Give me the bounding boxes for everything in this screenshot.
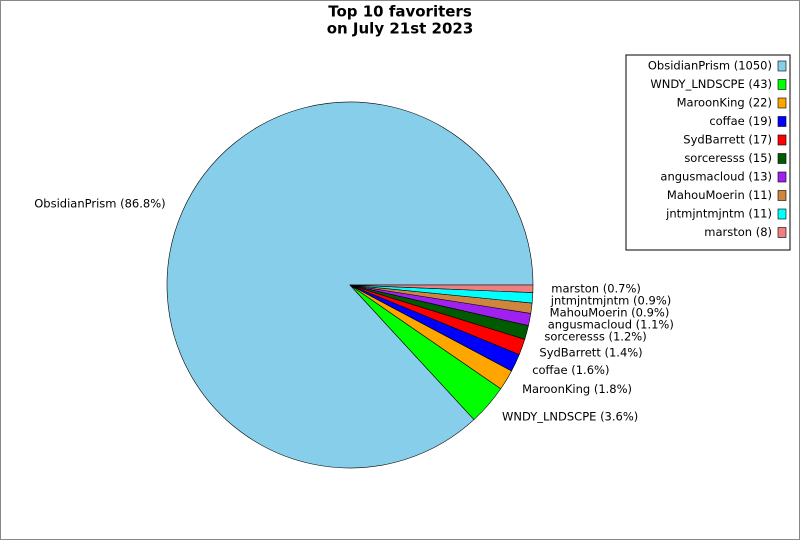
legend-label: WNDY_LNDSCPE (43) — [650, 77, 772, 91]
legend-swatch — [777, 153, 787, 164]
pie-slice — [349, 284, 534, 293]
legend-swatch — [777, 116, 787, 127]
slice-label: MahouMoerin (0.9%) — [550, 306, 670, 320]
slice-label: ObsidianPrism (86.8%) — [34, 197, 165, 211]
legend-label: MaroonKing (22) — [677, 96, 772, 110]
legend-swatch — [777, 60, 787, 72]
legend-swatch — [777, 208, 787, 220]
slice-label: SydBarrett (1.4%) — [539, 346, 642, 360]
legend-swatch — [777, 171, 787, 183]
legend-swatch — [777, 79, 787, 90]
slice-label: marston (0.7%) — [551, 282, 641, 296]
legend-swatch — [777, 134, 787, 146]
legend-swatch — [777, 190, 787, 201]
slice-label: MaroonKing (1.8%) — [522, 382, 632, 396]
legend-label: sorceresss (15) — [684, 151, 772, 165]
legend-label: coffae (19) — [709, 114, 772, 128]
legend-label: MahouMoerin (11) — [667, 188, 772, 202]
legend-label: jntmjntmjntm (11) — [665, 207, 772, 221]
slice-label: sorceresss (1.2%) — [544, 330, 646, 344]
legend-label: SydBarrett (17) — [683, 133, 772, 147]
chart-title: on July 21st 2023 — [327, 20, 474, 38]
legend-label: angusmacloud (13) — [660, 170, 772, 184]
slice-label: angusmacloud (1.1%) — [548, 318, 674, 332]
slice-label: WNDY_LNDSCPE (3.6%) — [502, 409, 638, 423]
legend-label: ObsidianPrism (1050) — [648, 59, 772, 73]
legend-swatch — [777, 97, 787, 109]
legend-label: marston (8) — [704, 225, 772, 239]
slice-label: jntmjntmjntm (0.9%) — [550, 294, 671, 308]
chart-title: Top 10 favoriters — [328, 3, 472, 21]
legend-swatch — [777, 227, 787, 238]
slice-label: coffae (1.6%) — [532, 363, 609, 377]
legend-box — [625, 54, 791, 251]
